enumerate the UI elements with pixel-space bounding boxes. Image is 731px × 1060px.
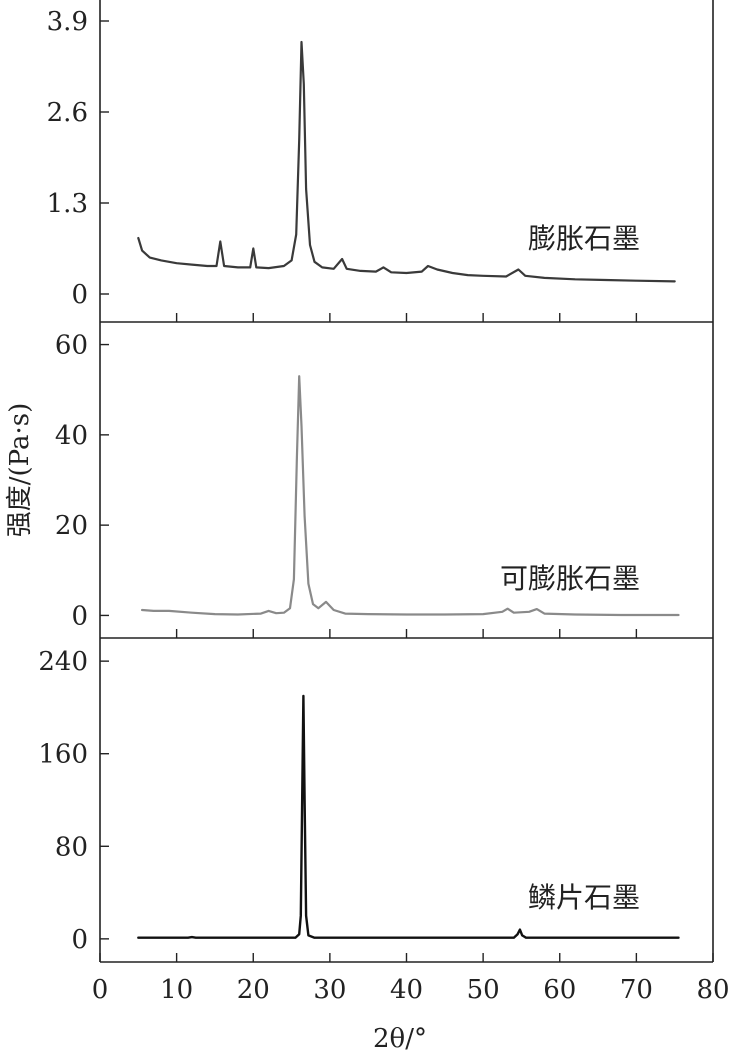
series-line-3 [137, 694, 680, 939]
y-tick-label: 40 [55, 421, 88, 451]
y-tick-label: 80 [55, 832, 88, 862]
series-line-2 [141, 375, 680, 617]
series-label: 膨胀石墨 [528, 222, 640, 255]
y-tick-label: 0 [71, 601, 88, 631]
x-tick-label: 50 [467, 975, 500, 1005]
panels-layer: 0 1.3 2.6 3.9 膨胀石墨 0 20 40 60 可膨胀石墨 0 80 160 240 鳞片石墨 [38, 0, 714, 963]
x-axis: 0 10 20 30 40 50 60 70 80 [92, 953, 730, 1005]
y-axis-title: 强度/(Pa·s) [5, 403, 35, 537]
x-tick-label: 80 [696, 975, 729, 1005]
series-label: 鳞片石墨 [528, 881, 640, 914]
series-line-1 [137, 40, 676, 283]
panel-3: 0 80 160 240 鳞片石墨 [38, 638, 714, 963]
x-tick-label: 30 [313, 975, 346, 1005]
x-tick-label: 20 [237, 975, 270, 1005]
y-tick-label: 3.9 [47, 7, 88, 37]
x-tick-label: 40 [390, 975, 423, 1005]
y-tick-label: 240 [38, 647, 88, 677]
series-label: 可膨胀石墨 [500, 562, 640, 595]
x-tick-label: 10 [160, 975, 193, 1005]
panel-1: 0 1.3 2.6 3.9 膨胀石墨 [47, 0, 714, 323]
x-axis-title: 2θ/° [373, 1024, 427, 1054]
y-tick-label: 1.3 [47, 189, 88, 219]
y-tick-label: 2.6 [47, 98, 88, 128]
y-tick-label: 0 [71, 280, 88, 310]
x-tick-label: 60 [543, 975, 576, 1005]
y-tick-label: 60 [55, 331, 88, 361]
y-tick-label: 0 [71, 925, 88, 955]
y-tick-label: 20 [55, 511, 88, 541]
panel-2: 0 20 40 60 可膨胀石墨 [55, 322, 714, 639]
x-tick-label: 0 [92, 975, 109, 1005]
x-tick-label: 70 [620, 975, 653, 1005]
y-tick-label: 160 [38, 740, 88, 770]
